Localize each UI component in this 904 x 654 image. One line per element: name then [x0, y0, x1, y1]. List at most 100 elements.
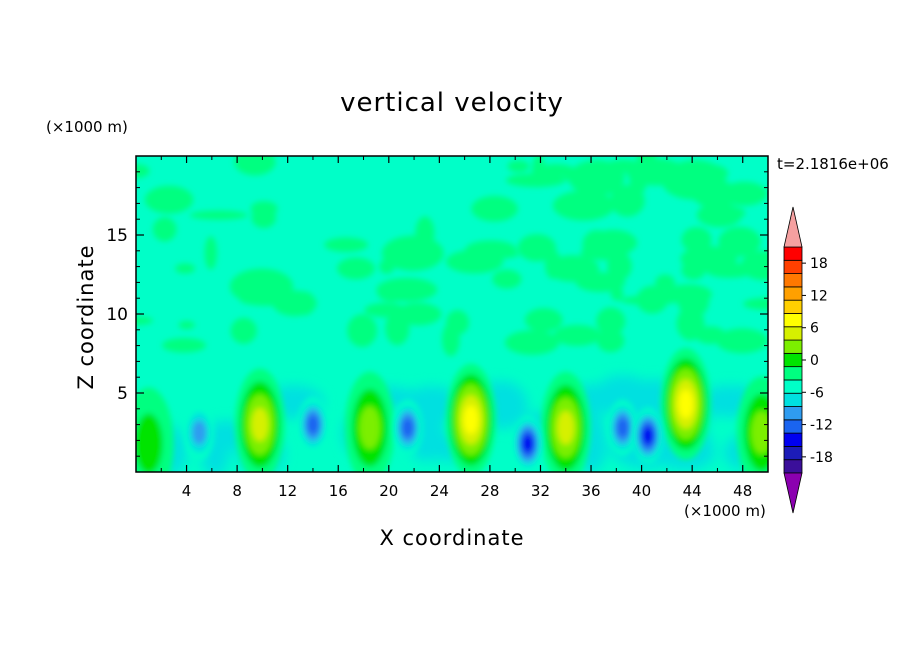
downdraft-cell: [184, 404, 215, 461]
downdraft-cell: [392, 399, 423, 456]
upper-patch: [655, 274, 676, 291]
upper-patch: [596, 329, 625, 353]
downdraft-cell-level: [642, 426, 654, 445]
upper-patch: [743, 297, 768, 310]
colorbar-segment: [783, 419, 803, 434]
x-tick-label: 20: [379, 482, 398, 500]
upper-patch: [337, 257, 375, 280]
upper-patch: [724, 207, 746, 219]
upper-patch: [636, 156, 657, 178]
colorbar-segment: [783, 259, 803, 274]
upper-patch: [136, 316, 154, 325]
downdraft-cell: [512, 415, 543, 472]
downdraft-cell-level: [306, 414, 319, 435]
upper-patch: [740, 250, 768, 281]
y-axis: 5 10 15: [106, 171, 768, 457]
downdraft-cell-level: [192, 420, 207, 445]
upper-patch: [251, 207, 277, 229]
upper-patch: [505, 173, 566, 188]
downdraft-cell: [632, 407, 663, 464]
x-tick-label: 44: [683, 482, 702, 500]
upper-patch: [517, 234, 557, 262]
colorbar-segment: [783, 392, 803, 407]
updraft-cell-level: [136, 413, 163, 472]
upper-patch: [524, 308, 563, 332]
colorbar: 18 12 6 0 -6 -12 -18: [783, 206, 833, 514]
upper-patch: [563, 168, 585, 183]
upper-patch: [324, 237, 369, 253]
upper-patch: [445, 249, 504, 274]
upper-patch: [175, 263, 196, 274]
upper-patch: [596, 307, 626, 336]
upper-patch: [230, 317, 257, 344]
upper-patch: [676, 306, 705, 341]
velocity-field: [136, 156, 768, 472]
x-tick-label: 32: [531, 482, 550, 500]
x-tick-label: 28: [480, 482, 499, 500]
downdraft-cell-level: [401, 417, 414, 438]
updraft-cell-level: [463, 405, 479, 435]
colorbar-tick-label: 12: [810, 288, 828, 304]
downdraft-cell-level: [522, 434, 534, 453]
updraft-cell-level: [678, 389, 694, 419]
updraft-cell: [736, 376, 768, 472]
upper-patch: [162, 338, 207, 353]
upper-patch: [446, 310, 469, 335]
x-axis: 4 8 12 16 20 24 28 32 36 40 44 48: [160, 156, 752, 500]
upper-patch: [620, 295, 680, 305]
updraft-cell-level: [251, 407, 269, 442]
upper-patch: [681, 226, 712, 253]
upper-patch: [347, 314, 378, 347]
updraft-cell-level: [557, 410, 575, 445]
updraft-cell-level: [751, 411, 768, 454]
x-tick-label: 24: [430, 482, 449, 500]
x-axis-label: X coordinate: [379, 526, 525, 550]
updraft-cell: [445, 363, 496, 472]
upper-patch: [152, 217, 177, 242]
downdraft-cell-level: [616, 417, 629, 438]
upper-patch: [718, 226, 761, 257]
upper-patch: [606, 251, 632, 281]
colorbar-segment: [783, 273, 803, 288]
downdraft-cell: [297, 396, 328, 453]
upper-patch: [189, 210, 248, 220]
colorbar-bottom-arrow: [783, 472, 803, 514]
upper-patch: [507, 160, 530, 173]
x-tick-label: 12: [278, 482, 297, 500]
colorbar-segment: [783, 366, 803, 381]
upper-patch: [385, 311, 410, 346]
upper-patch: [381, 235, 444, 271]
colorbar-segment: [783, 286, 803, 301]
chart-title: vertical velocity: [340, 88, 564, 118]
x-tick-label: 40: [632, 482, 651, 500]
colorbar-tick-label: -12: [810, 418, 833, 434]
upper-patch: [568, 160, 625, 196]
upper-patch: [136, 164, 150, 178]
colorbar-tick-label: 6: [810, 321, 819, 337]
y-tick-label: 5: [117, 384, 128, 404]
updraft-cell: [660, 348, 711, 461]
x-tick-label: 4: [182, 482, 192, 500]
upper-patch: [553, 324, 601, 346]
colorbar-segment: [783, 459, 803, 474]
colorbar-segment: [783, 379, 803, 394]
y-axis-label: Z coordinate: [74, 244, 98, 390]
updraft-cell: [540, 371, 591, 472]
colorbar-tick-label: 18: [810, 256, 828, 272]
y-tick-label: 15: [106, 226, 128, 246]
upper-patch: [471, 195, 518, 222]
colorbar-tick-label: 0: [810, 353, 819, 369]
colorbar-top-arrow: [783, 206, 803, 248]
colorbar-segment: [783, 352, 803, 368]
updraft-cell: [234, 368, 285, 472]
upper-patch: [144, 185, 194, 214]
colorbar-segment: [783, 299, 803, 314]
colorbar-segment: [783, 446, 803, 461]
upper-patch: [391, 281, 404, 291]
colorbar-segment: [783, 432, 803, 447]
colorbar-segment: [783, 246, 803, 261]
y-unit-label: (×1000 m): [46, 118, 128, 136]
x-tick-label: 36: [581, 482, 600, 500]
upper-patch: [234, 156, 276, 176]
